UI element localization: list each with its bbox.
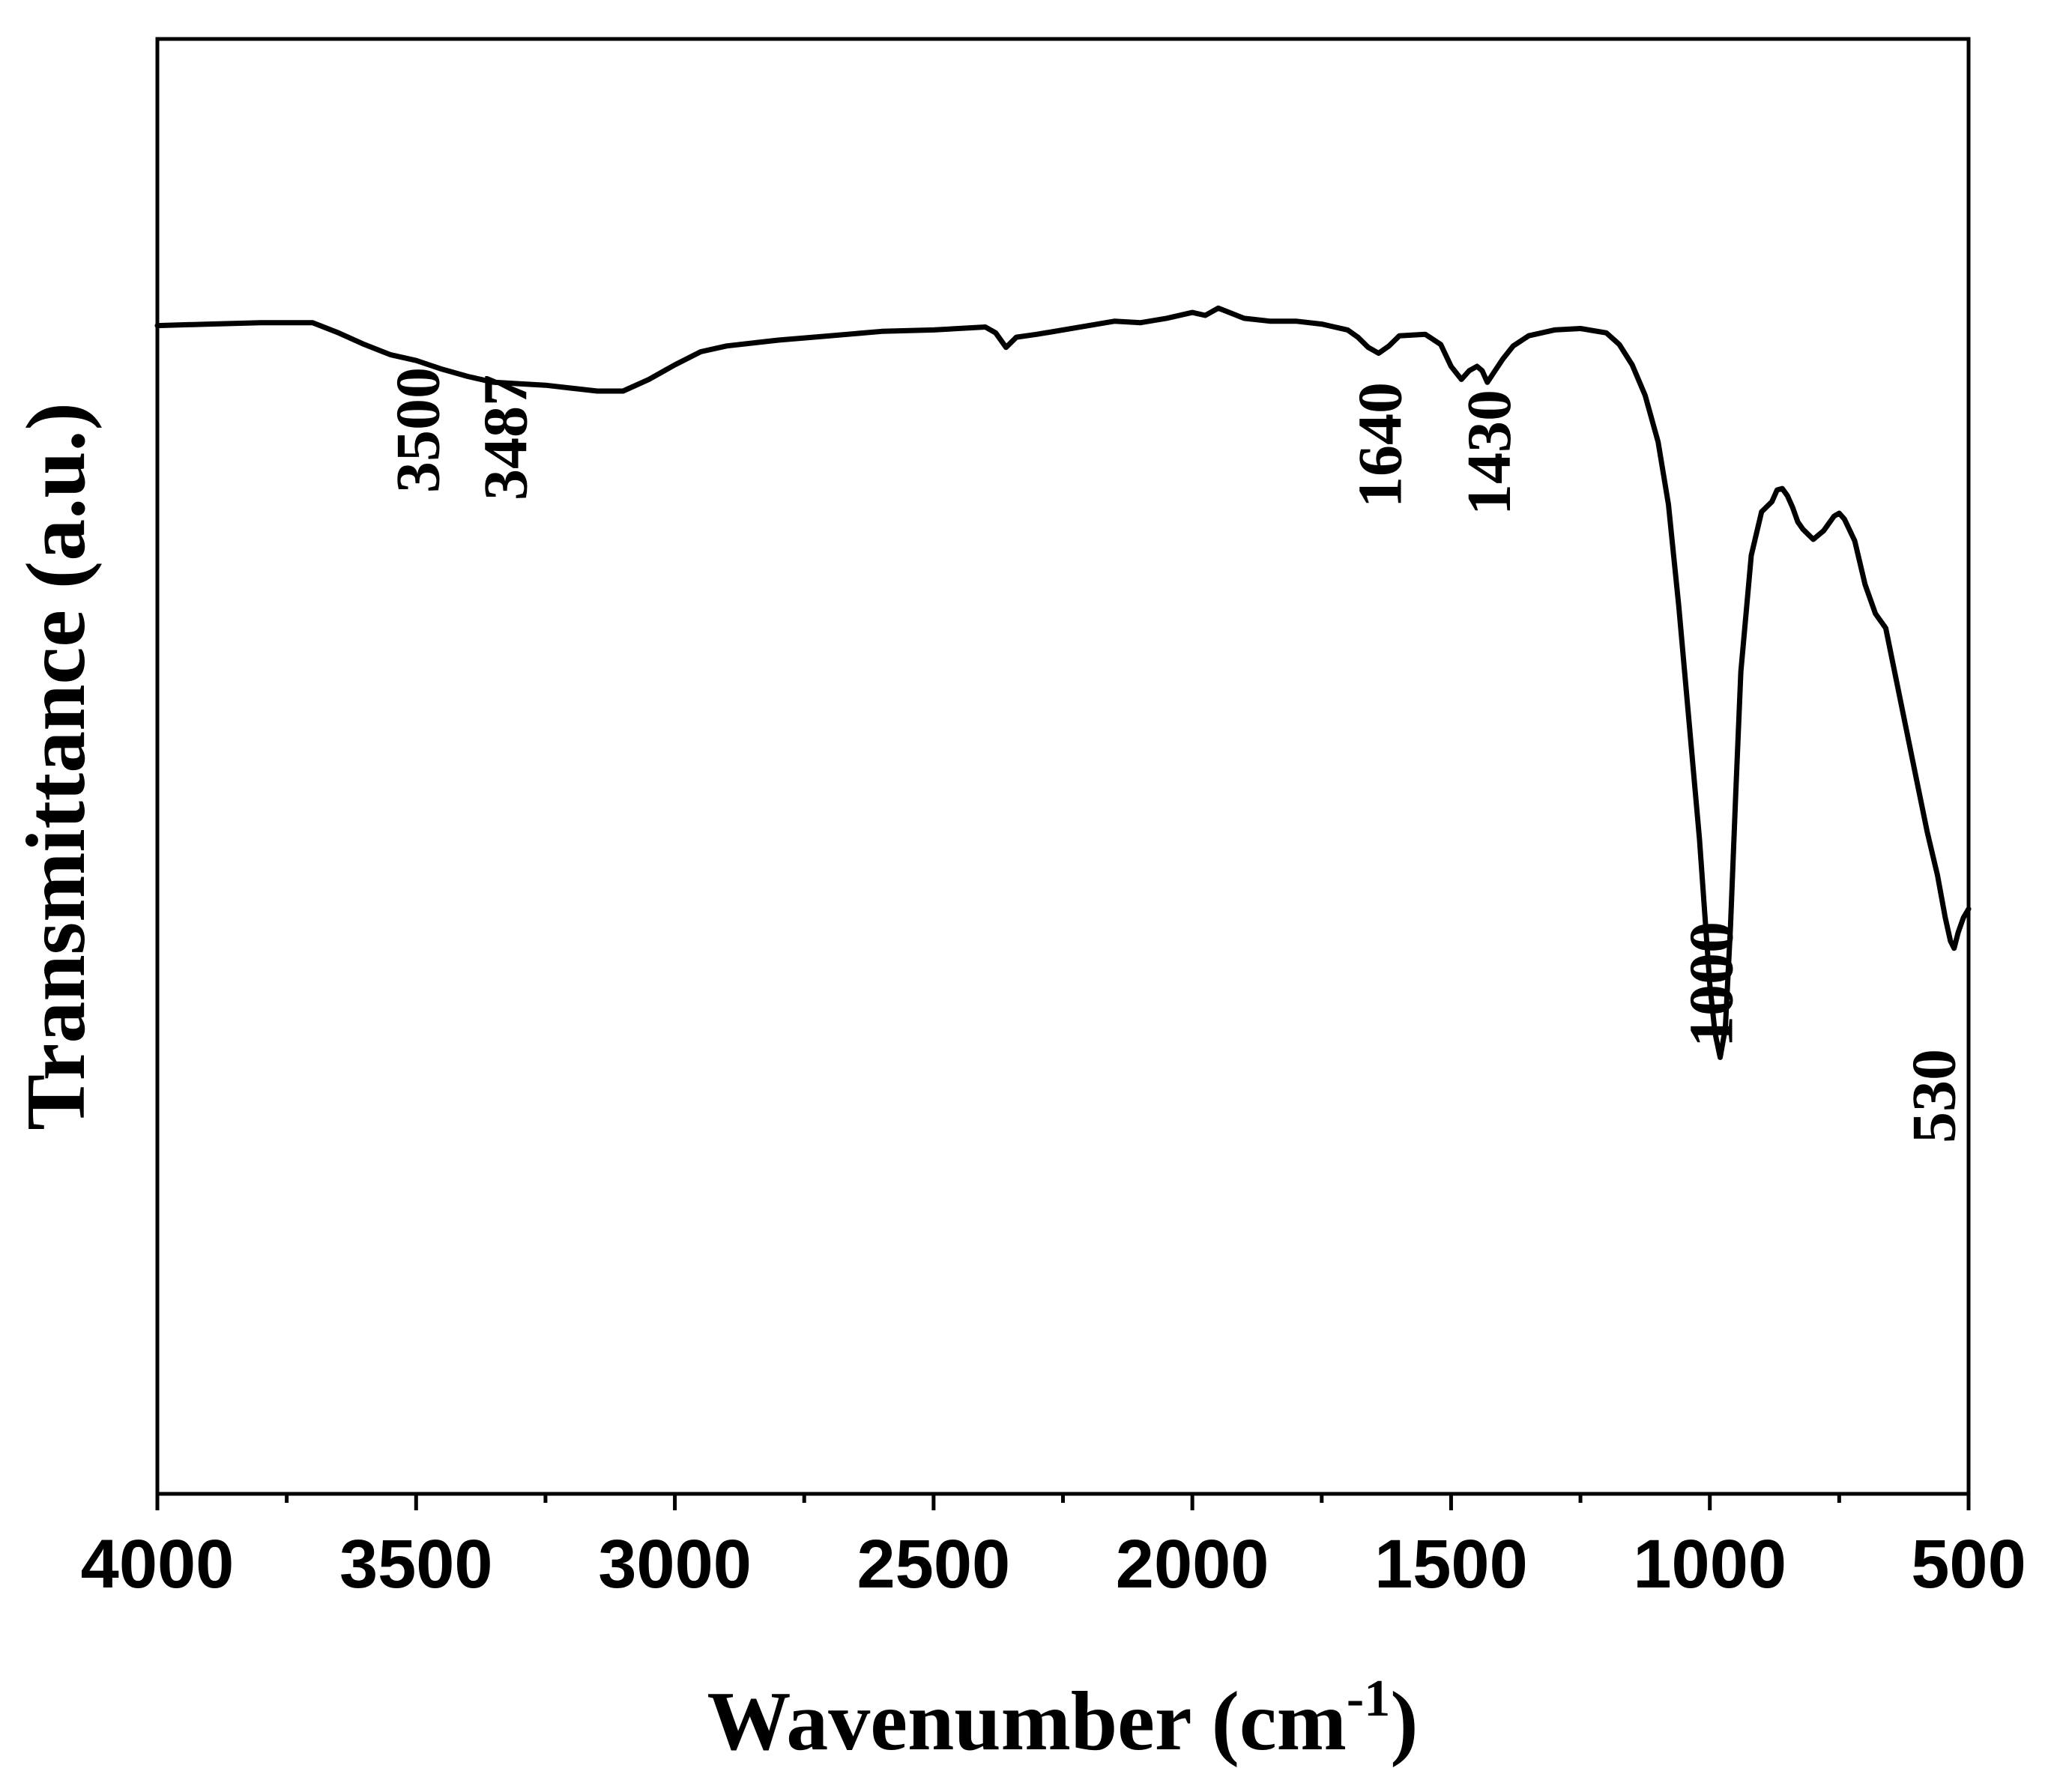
x-tick-label: 500 [1911,1526,2026,1602]
peak-annotations: 3500 3487 1640 1430 1000 530 [383,367,1969,1143]
x-tick-label: 3500 [339,1526,493,1602]
x-tick-label: 2000 [1116,1526,1269,1602]
x-tick-label: 1000 [1633,1526,1786,1602]
x-axis-title-main: Wavenumber (cm [707,1675,1346,1768]
x-tick-label: 3000 [598,1526,752,1602]
x-tick-label: 1500 [1374,1526,1528,1602]
y-axis-title: Transmittance (a.u.) [10,402,103,1130]
x-axis-title-close: ) [1390,1675,1418,1768]
x-tick-label: 2500 [857,1526,1011,1602]
x-axis-title-superscript: -1 [1347,1670,1390,1728]
peak-label-3500: 3500 [383,367,453,493]
x-axis-tick-labels: 4000 3500 3000 2500 2000 1500 1000 500 [81,1526,2026,1602]
plot-frame [155,37,1971,1496]
x-axis-ticks [155,1494,1971,1510]
x-axis-title: Wavenumber (cm-1) [707,1670,1418,1768]
peak-label-530: 530 [1900,1049,1969,1143]
x-tick-label: 4000 [81,1526,235,1602]
peak-label-3487: 3487 [471,375,541,500]
peak-label-1430: 1430 [1455,390,1524,515]
peak-label-1640: 1640 [1346,382,1416,508]
peak-label-1000: 1000 [1677,921,1747,1047]
spectrum-line [154,305,1972,1060]
